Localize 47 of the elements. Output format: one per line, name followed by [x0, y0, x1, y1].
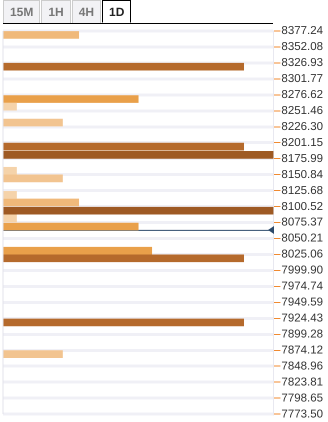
text: 4H: [72, 0, 102, 23]
bar: [3, 214, 17, 222]
y-tick-label: 8075.37: [281, 216, 324, 229]
y-tick-label: 7999.90: [281, 264, 324, 277]
y-tick-label: 8301.77: [281, 73, 324, 86]
y-tick-label: 8251.46: [281, 104, 324, 117]
bar: [3, 254, 244, 262]
y-tick-label: 8175.99: [281, 152, 324, 165]
y-tick-label: 8150.84: [281, 168, 324, 181]
bar: [3, 198, 80, 206]
y-tick-label: 8377.24: [281, 25, 324, 38]
bar: [3, 246, 152, 255]
y-tick-label: 7773.50: [281, 408, 324, 420]
text: 1D: [102, 0, 132, 23]
bar: [3, 102, 17, 110]
y-tick-label: 7874.12: [281, 344, 324, 356]
y-tick-label: 7848.96: [281, 360, 324, 372]
bar: [3, 118, 63, 126]
y-tick-label: 7823.81: [281, 376, 324, 388]
y-tick-label: 8226.30: [281, 120, 324, 133]
bar: [3, 206, 274, 215]
bar: [3, 222, 139, 230]
y-tick-label: 8352.08: [281, 41, 324, 54]
y-tick-label: 8050.21: [281, 232, 324, 245]
bar: [3, 174, 63, 182]
y-tick-label: 7798.65: [281, 392, 324, 404]
bar: [3, 191, 17, 199]
bar: [3, 166, 17, 175]
y-tick-label: 7899.28: [281, 328, 324, 340]
bar: [3, 350, 63, 358]
y-tick-label: 8125.68: [281, 184, 324, 197]
bar: [3, 31, 80, 39]
y-tick-label: 7924.43: [281, 312, 324, 324]
y-tick-label: 8276.62: [281, 89, 324, 102]
y-tick-label: 7974.74: [281, 280, 324, 293]
bar: [3, 62, 244, 71]
text: 15M: [3, 0, 40, 23]
y-tick-label: 8326.93: [281, 57, 324, 70]
y-tick-label: 8025.06: [281, 248, 324, 261]
text: 1H: [41, 0, 71, 23]
bar: [3, 142, 244, 150]
bar: [3, 95, 139, 103]
y-tick-label: 7949.59: [281, 296, 324, 309]
bar: [3, 318, 244, 326]
bar: [3, 151, 274, 159]
y-tick-label: 8201.15: [281, 136, 324, 149]
y-tick-label: 8100.52: [281, 200, 324, 213]
